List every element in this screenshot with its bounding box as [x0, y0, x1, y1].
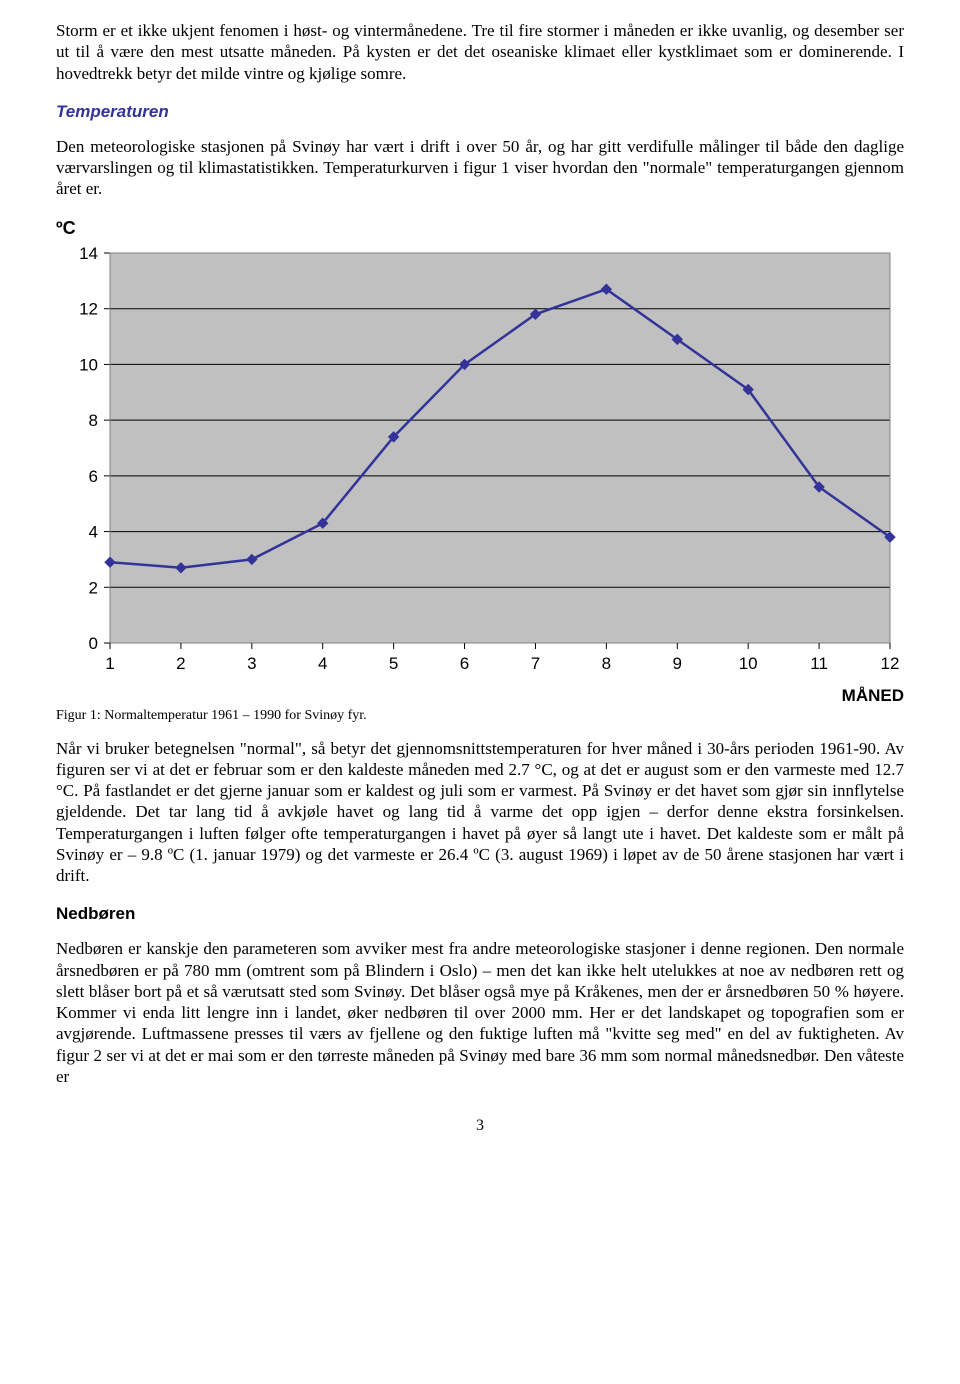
svg-text:2: 2 [89, 578, 98, 597]
x-axis-label: MÅNED [842, 686, 904, 706]
svg-text:4: 4 [89, 522, 98, 541]
svg-text:9: 9 [673, 654, 682, 673]
svg-text:12: 12 [79, 299, 98, 318]
svg-text:14: 14 [79, 244, 98, 263]
svg-text:0: 0 [89, 634, 98, 653]
svg-text:6: 6 [89, 466, 98, 485]
temperature-chart: 02468101214123456789101112 [56, 243, 904, 679]
page: Storm er et ikke ukjent fenomen i høst- … [0, 0, 960, 1165]
page-number: 3 [56, 1117, 904, 1135]
svg-text:2: 2 [176, 654, 185, 673]
svg-text:3: 3 [247, 654, 256, 673]
svg-text:10: 10 [79, 355, 98, 374]
svg-text:7: 7 [531, 654, 540, 673]
heading-nedboren: Nedbøren [56, 904, 904, 924]
svg-text:5: 5 [389, 654, 398, 673]
chart-container: 02468101214123456789101112 [56, 243, 904, 684]
paragraph-intro: Storm er et ikke ukjent fenomen i høst- … [56, 20, 904, 84]
y-axis-unit-label: ºC [56, 218, 904, 239]
svg-text:8: 8 [89, 411, 98, 430]
svg-text:12: 12 [881, 654, 900, 673]
paragraph-temperaturen: Den meteorologiske stasjonen på Svinøy h… [56, 136, 904, 200]
svg-text:4: 4 [318, 654, 327, 673]
svg-text:8: 8 [602, 654, 611, 673]
svg-text:6: 6 [460, 654, 469, 673]
heading-temperaturen: Temperaturen [56, 102, 904, 122]
svg-text:10: 10 [739, 654, 758, 673]
svg-text:1: 1 [105, 654, 114, 673]
figure-caption: Figur 1: Normaltemperatur 1961 – 1990 fo… [56, 708, 904, 724]
svg-text:11: 11 [810, 654, 828, 673]
paragraph-nedboren: Nedbøren er kanskje den parameteren som … [56, 938, 904, 1087]
paragraph-normal: Når vi bruker betegnelsen "normal", så b… [56, 738, 904, 887]
x-axis-label-row: MÅNED [56, 686, 904, 706]
